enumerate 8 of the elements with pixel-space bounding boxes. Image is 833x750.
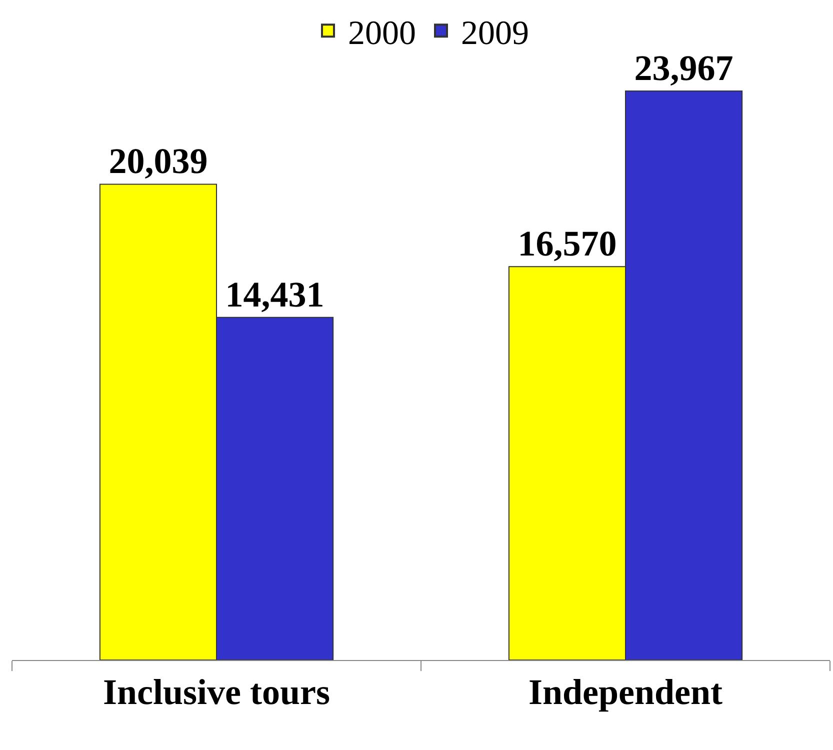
data-label: 20,039 [108, 141, 208, 182]
legend-label: 2000 [348, 14, 416, 52]
data-label: 16,570 [518, 224, 617, 264]
legend-label: 2009 [461, 14, 529, 52]
data-label: 14,431 [225, 274, 324, 314]
x-tick-label: Inclusive tours [102, 672, 330, 712]
x-tick-label: Independent [528, 672, 723, 712]
data-label: 23,967 [634, 48, 734, 88]
